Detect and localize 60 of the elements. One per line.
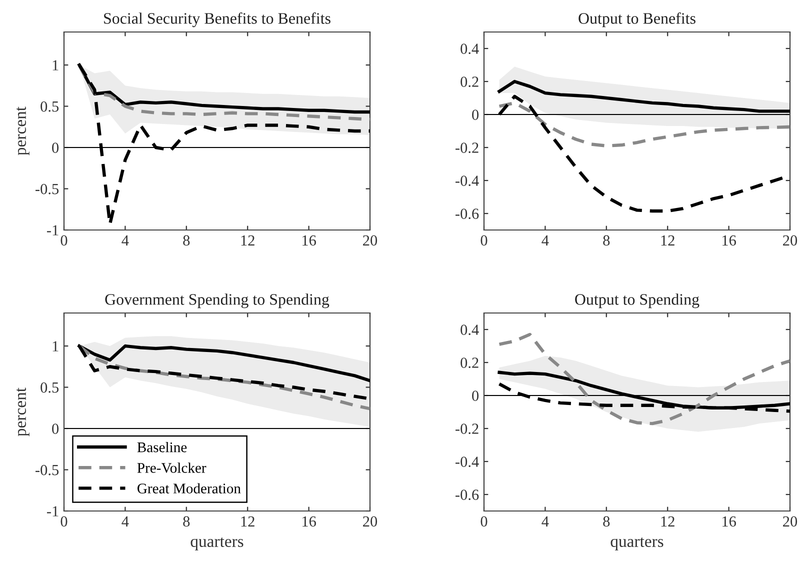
- x-tick-label: 16: [302, 235, 316, 246]
- y-axis-title: percent: [16, 388, 30, 436]
- y-tick-label: 0.5: [40, 101, 59, 112]
- chart-title: Output to Spending: [575, 294, 700, 308]
- y-tick-label: -0.2: [456, 142, 478, 154]
- x-axis-title: quarters: [190, 537, 244, 550]
- line-series: [498, 332, 790, 426]
- y-tick-label: -1: [46, 506, 58, 516]
- x-tick-label: 20: [363, 235, 378, 246]
- x-tick-label: 12: [661, 235, 674, 246]
- y-tick-label: -0.4: [456, 176, 479, 186]
- x-tick-label: 0: [480, 516, 488, 527]
- x-tick-label: 12: [241, 516, 254, 526]
- y-tick-label: 1: [52, 60, 58, 70]
- y-tick-label: 0.2: [460, 358, 478, 368]
- y-tick-label: 0.4: [460, 324, 479, 336]
- x-tick-label: 0: [60, 516, 68, 527]
- y-tick-label: -0.2: [456, 424, 478, 434]
- y-tick-label: 0: [52, 142, 59, 153]
- y-tick-label: 0: [52, 424, 59, 434]
- chart-title: Social Security Benefits to Benefits: [104, 12, 330, 28]
- x-tick-label: 0: [60, 235, 68, 246]
- line-series: [498, 101, 790, 148]
- y-tick-label: -0.5: [36, 184, 59, 194]
- y-tick-label: 0: [472, 390, 479, 401]
- x-tick-label: 12: [241, 235, 254, 246]
- y-tick-label: -0.6: [456, 490, 479, 500]
- x-tick-label: 20: [363, 516, 378, 527]
- y-tick-label: -1: [46, 225, 58, 236]
- x-tick-label: 12: [661, 516, 674, 526]
- legend-label: Great Moderation: [138, 483, 241, 494]
- y-tick-label: 0.2: [460, 76, 478, 88]
- y-tick-label: 0.4: [460, 44, 479, 54]
- x-tick-label: 8: [183, 235, 190, 246]
- y-tick-label: -0.6: [456, 208, 479, 220]
- chart-title: Output to Benefits: [578, 12, 696, 28]
- x-tick-label: 8: [603, 235, 610, 246]
- x-tick-label: 4: [122, 516, 129, 526]
- legend-label: Pre-Volcker: [137, 462, 206, 473]
- x-tick-label: 16: [722, 516, 736, 527]
- line-series: [78, 344, 370, 410]
- y-tick-label: 1: [52, 341, 58, 352]
- x-tick-label: 8: [183, 516, 190, 527]
- x-tick-label: 4: [122, 235, 129, 246]
- x-tick-label: 16: [722, 235, 736, 246]
- x-tick-label: 16: [302, 516, 316, 527]
- y-tick-label: 0: [472, 110, 479, 120]
- y-axis-title: percent: [16, 106, 30, 156]
- x-axis-title: quarters: [610, 537, 664, 550]
- x-tick-label: 0: [480, 235, 488, 246]
- chart-title: Government Spending to Spending: [105, 294, 330, 308]
- x-tick-label: 8: [603, 516, 610, 527]
- x-tick-label: 4: [542, 235, 549, 246]
- x-tick-label: 4: [542, 516, 549, 526]
- y-tick-label: -0.4: [456, 456, 479, 468]
- y-tick-label: 0.5: [40, 382, 59, 393]
- x-tick-label: 20: [783, 516, 798, 527]
- legend-label: Baseline: [137, 442, 187, 452]
- y-tick-label: -0.5: [36, 464, 59, 476]
- x-tick-label: 20: [783, 235, 798, 246]
